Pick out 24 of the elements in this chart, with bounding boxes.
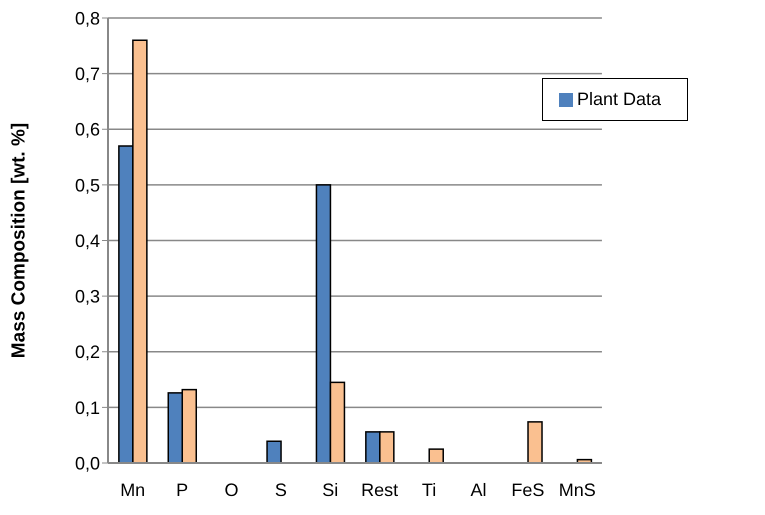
y-tick-label: 0,4	[74, 230, 100, 251]
x-tick-label: Rest	[361, 480, 398, 500]
x-tick-label: FeS	[511, 480, 544, 500]
y-tick-label: 0,6	[74, 120, 100, 140]
x-tick-label: Ti	[422, 480, 436, 500]
y-axis-title: Mass Composition [wt. %]	[8, 122, 30, 358]
x-tick-label: S	[274, 480, 287, 500]
y-tick-label: 0,7	[74, 64, 100, 84]
bar	[266, 440, 282, 463]
x-tick-label: Si	[322, 480, 338, 500]
x-tick-label: MnS	[558, 480, 596, 500]
y-tick-label: 0,1	[74, 398, 100, 418]
x-tick-label: Mn	[120, 480, 146, 500]
bar	[428, 448, 444, 463]
y-tick-label: 0,0	[74, 453, 100, 474]
x-tick-label: P	[176, 480, 188, 500]
y-tick-label: 0,2	[74, 342, 100, 362]
x-tick-label: Al	[470, 480, 486, 500]
y-tick-label: 0,8	[74, 8, 100, 28]
x-tick-label: O	[224, 480, 238, 500]
y-tick-label: 0,3	[74, 286, 100, 307]
bar	[527, 421, 543, 463]
y-tick-label: 0,5	[74, 175, 100, 196]
legend-label: Plant Data	[576, 89, 661, 109]
